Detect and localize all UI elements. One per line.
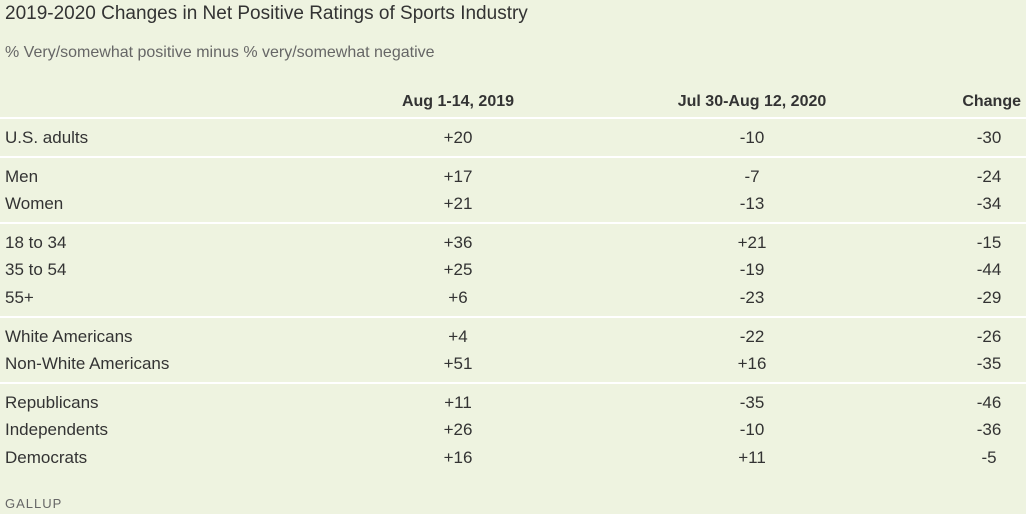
value-2020: -7 — [744, 166, 760, 186]
value-change: -46 — [976, 392, 1002, 412]
table-row: Women +21 -13 -34 — [0, 194, 1026, 216]
value-2020: +21 — [737, 232, 767, 252]
row-label: Women — [5, 194, 64, 214]
value-2020: -10 — [739, 128, 765, 147]
value-2019: +11 — [444, 392, 472, 412]
value-2020: -23 — [739, 288, 765, 307]
row-label: 35 to 54 — [5, 260, 67, 280]
group-divider — [0, 221, 1026, 224]
row-label: U.S. adults — [5, 128, 89, 147]
value-change: -30 — [976, 128, 1002, 147]
row-label: Republicans — [5, 392, 99, 412]
row-label: Non-White Americans — [5, 354, 170, 374]
value-change: -35 — [976, 354, 1002, 374]
value-change: -36 — [976, 420, 1002, 440]
row-label: 55+ — [5, 288, 34, 307]
value-2019: +51 — [443, 354, 473, 374]
group-divider — [0, 117, 1026, 119]
value-change: -15 — [976, 232, 1002, 252]
value-2020: +11 — [738, 448, 766, 467]
source-label: GALLUP — [5, 496, 63, 511]
value-2020: -13 — [739, 194, 765, 214]
row-label: Men — [5, 166, 39, 186]
row-label: Independents — [5, 420, 109, 440]
table-row: Men +17 -7 -24 — [0, 167, 1026, 189]
table-row: Independents +26 -10 -36 — [0, 420, 1026, 442]
group-divider — [0, 155, 1026, 158]
value-2020: -35 — [739, 392, 765, 412]
group-divider — [0, 381, 1026, 384]
value-change: -24 — [976, 166, 1002, 186]
row-label: 18 to 34 — [5, 232, 67, 252]
value-2019: +16 — [443, 448, 473, 467]
value-2019: +4 — [448, 326, 468, 346]
table-row: Republicans +11 -35 -46 — [0, 393, 1026, 415]
value-2020: -22 — [739, 326, 765, 346]
group-divider — [0, 315, 1026, 318]
row-label: Democrats — [5, 448, 88, 467]
value-2019: +6 — [448, 288, 468, 307]
table-row: Democrats +16 +11 -5 — [0, 448, 1026, 470]
value-2020: -19 — [739, 260, 765, 280]
column-header-2020: Jul 30-Aug 12, 2020 — [677, 93, 827, 110]
value-2019: +26 — [443, 420, 473, 440]
value-2019: +17 — [443, 166, 473, 186]
value-change: -5 — [981, 448, 997, 467]
chart-subtitle: % Very/somewhat positive minus % very/so… — [5, 44, 435, 61]
value-2019: +20 — [443, 128, 473, 147]
value-2019: +25 — [443, 260, 473, 280]
value-change: -44 — [976, 260, 1002, 280]
table-row: U.S. adults +20 -10 -30 — [0, 128, 1026, 150]
value-2019: +36 — [443, 232, 473, 252]
table-row: Non-White Americans +51 +16 -35 — [0, 354, 1026, 376]
table-row: 35 to 54 +25 -19 -44 — [0, 260, 1026, 282]
table-row: 55+ +6 -23 -29 — [0, 288, 1026, 310]
value-change: -34 — [976, 194, 1002, 214]
row-label: White Americans — [5, 326, 133, 346]
value-2020: -10 — [739, 420, 765, 440]
value-2020: +16 — [737, 354, 767, 374]
value-change: -26 — [976, 326, 1002, 346]
table-row: White Americans +4 -22 -26 — [0, 327, 1026, 349]
value-2019: +21 — [443, 194, 473, 214]
chart-title: 2019-2020 Changes in Net Positive Rating… — [5, 3, 528, 24]
value-change: -29 — [976, 288, 1002, 307]
column-header-change: Change — [962, 93, 1021, 110]
table-row: 18 to 34 +36 +21 -15 — [0, 233, 1026, 255]
column-header-2019: Aug 1-14, 2019 — [401, 93, 515, 110]
